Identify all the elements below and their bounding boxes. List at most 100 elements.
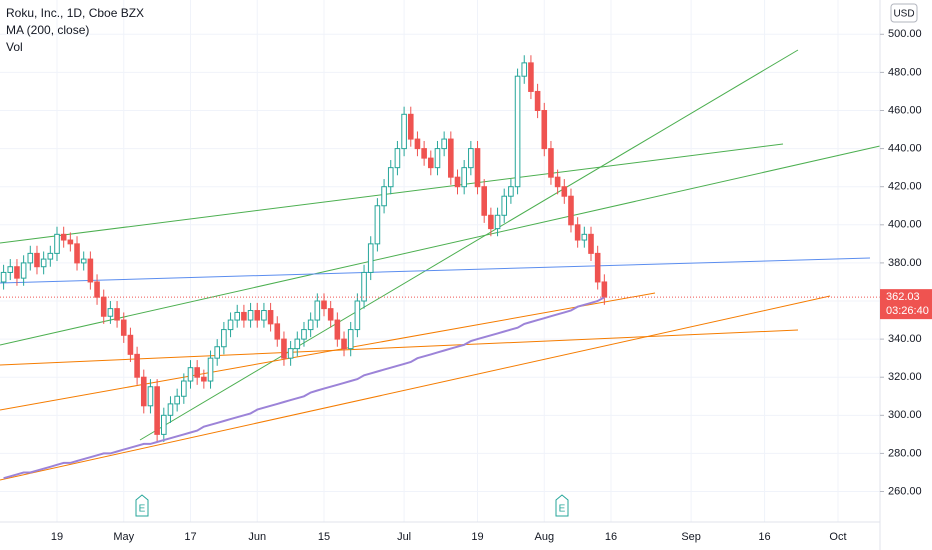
earnings-marker[interactable]: E [555, 494, 569, 517]
candle-body [294, 338, 301, 350]
x-tick-label: Aug [534, 531, 554, 543]
candle-body [187, 367, 194, 382]
trendlines [0, 49, 881, 481]
candle-body [254, 310, 261, 321]
x-tick-label: Sep [681, 531, 701, 543]
trendline [0, 292, 656, 411]
candle-body [594, 252, 601, 283]
candle-body [214, 346, 220, 359]
candle-body [561, 186, 568, 197]
candle-body [374, 205, 381, 245]
candle-body [140, 376, 147, 407]
candle-body [60, 233, 67, 241]
candle-body [281, 338, 287, 359]
trendline [0, 329, 799, 366]
candle-body [54, 233, 60, 254]
y-tick-label: 480.00 [888, 66, 922, 78]
candle-body [367, 243, 374, 273]
x-tick-label: 19 [471, 531, 483, 543]
y-tick-label: 460.00 [888, 104, 922, 116]
currency-box[interactable] [890, 3, 918, 23]
candle-body [441, 138, 447, 150]
candle-body [548, 148, 554, 178]
trendline [0, 145, 881, 346]
candle-body [341, 338, 347, 350]
candle-body [347, 329, 354, 350]
candle-body [468, 148, 474, 169]
candle-body [581, 233, 588, 241]
y-tick-label: 340.00 [888, 333, 922, 345]
x-tick-label: 16 [605, 531, 617, 543]
currency: USD [893, 9, 914, 20]
y-tick-label: 320.00 [888, 371, 922, 383]
candle-body [267, 310, 274, 325]
trendline [0, 143, 784, 244]
y-tick-label: 440.00 [888, 143, 922, 155]
earnings-label: E [559, 504, 566, 515]
candle-body [174, 395, 180, 405]
candle-body [361, 271, 367, 302]
marks [0, 55, 880, 480]
candle-body [20, 262, 27, 279]
earnings-icon [555, 494, 569, 517]
candle-body [94, 281, 100, 298]
candle-body [234, 311, 241, 321]
candle-body [40, 258, 47, 268]
candle-body [461, 167, 467, 188]
candle-body [307, 319, 314, 331]
candle-body [287, 348, 294, 359]
candle-body [14, 266, 20, 279]
x-tick-label: May [113, 531, 134, 543]
candle-body [394, 148, 401, 169]
candle-body [488, 214, 494, 230]
candle-body [87, 258, 94, 283]
ma-line [3, 296, 605, 480]
candle-body [194, 367, 200, 378]
y-tick-label: 500.00 [888, 28, 922, 40]
x-tick-label: Oct [829, 531, 846, 543]
candle-body [528, 62, 534, 92]
y-tick-label: 260.00 [888, 485, 922, 497]
earnings-icon [135, 494, 149, 517]
trendline [0, 295, 831, 481]
x-tick-label: Jun [248, 531, 266, 543]
y-tick-label: 380.00 [888, 257, 922, 269]
countdown: 03:26:40 [886, 305, 929, 317]
candle-body [327, 308, 334, 321]
candle-body [274, 323, 281, 340]
candle-body [508, 186, 514, 197]
candle-body [474, 148, 481, 188]
candle-body [0, 271, 7, 283]
candle-body [181, 380, 187, 397]
x-tick-label: Jul [397, 531, 411, 543]
candle-body [568, 195, 574, 226]
candle-body [481, 186, 487, 216]
candle-body [434, 148, 441, 169]
candle-body [588, 233, 594, 254]
candle-body [221, 329, 227, 348]
last-price-label: 362.03 [886, 291, 920, 303]
candle-body [227, 319, 234, 331]
candle-body [201, 376, 207, 382]
trendline [0, 257, 871, 284]
candle-body [421, 148, 427, 159]
candle-body [541, 109, 548, 150]
candle-body [334, 319, 341, 340]
candle-body [107, 308, 114, 317]
candle-body [321, 300, 327, 310]
candle-body [67, 239, 74, 245]
y-tick-label: 300.00 [888, 409, 922, 421]
candle-body [74, 243, 80, 264]
candle-body [247, 310, 254, 321]
candle-body [534, 90, 541, 111]
candle-body [154, 386, 160, 435]
candle-body [120, 319, 127, 336]
candle-body [80, 258, 87, 264]
earnings-marker[interactable]: E [135, 494, 149, 517]
x-tick-label: 16 [758, 531, 770, 543]
candle-body [161, 414, 167, 435]
candle-body [100, 296, 107, 317]
ma-legend: MA (200, close) [6, 23, 89, 37]
candle-body [34, 252, 40, 268]
candle-body [407, 113, 414, 140]
